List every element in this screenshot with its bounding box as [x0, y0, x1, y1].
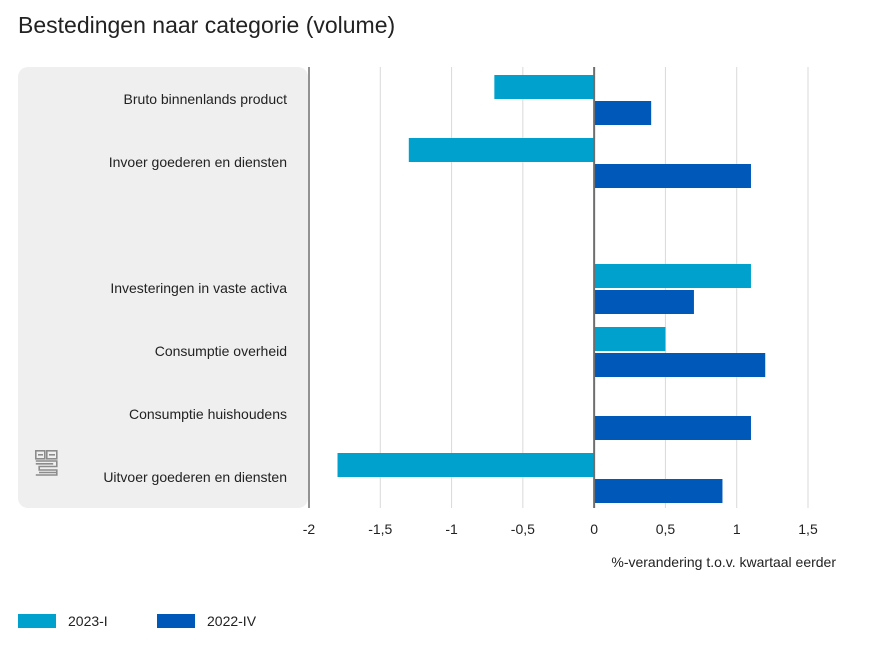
category-label: Investeringen in vaste activa	[110, 280, 287, 296]
x-tick-label: 0	[590, 521, 598, 537]
x-tick-label: -0,5	[511, 521, 535, 537]
labels-layer: Bruto binnenlands product Invoer goederen…	[103, 91, 287, 485]
x-tick-label: -1,5	[368, 521, 392, 537]
bar-2023-i-bruto-binnenlands-product	[494, 75, 595, 99]
x-tick-label: 0,5	[656, 521, 676, 537]
bar-2022-iv-investeringen-in-vaste-activa	[594, 290, 694, 314]
x-tick-label: 1	[733, 521, 741, 537]
cbs-logo-icon	[35, 450, 58, 476]
bar-2022-iv-consumptie-huishoudens	[594, 416, 751, 440]
x-axis-title: %-verandering t.o.v. kwartaal eerder	[611, 554, 836, 570]
legend-swatch-2023-i	[18, 614, 56, 628]
legend-swatch-2022-iv	[157, 614, 195, 628]
legend-label: 2023-I	[68, 613, 108, 629]
category-panel	[18, 67, 308, 508]
category-label: Uitvoer goederen en diensten	[103, 469, 287, 485]
chart-title: Bestedingen naar categorie (volume)	[18, 12, 396, 38]
category-label: Consumptie overheid	[155, 343, 287, 359]
category-label: Consumptie huishoudens	[129, 406, 287, 422]
bar-2023-i-consumptie-overheid	[594, 327, 666, 351]
bar-2022-iv-uitvoer-goederen-en-diensten	[594, 479, 723, 503]
bar-2022-iv-invoer-goederen-en-diensten	[594, 164, 751, 188]
bar-2023-i-investeringen-in-vaste-activa	[594, 264, 751, 288]
bar-2022-iv-consumptie-overheid	[594, 353, 766, 377]
legend-label: 2022-IV	[207, 613, 257, 629]
x-tick-label: -1	[445, 521, 458, 537]
axis-layer: -2 -1,5 -1 -0,5 0 0,5 1 1,5	[303, 67, 818, 537]
bar-2022-iv-bruto-binnenlands-product	[594, 101, 652, 125]
category-label: Invoer goederen en diensten	[109, 154, 287, 170]
bar-2023-i-invoer-goederen-en-diensten	[408, 138, 595, 162]
bars-layer	[337, 75, 766, 503]
x-tick-label: -2	[303, 521, 316, 537]
x-tick-label: 1,5	[798, 521, 818, 537]
category-label: Bruto binnenlands product	[124, 91, 288, 107]
legend: 2023-I 2022-IV	[18, 613, 257, 629]
x-axis-title-group: %-verandering t.o.v. kwartaal eerder	[611, 554, 836, 570]
bar-2023-i-uitvoer-goederen-en-diensten	[337, 453, 595, 477]
